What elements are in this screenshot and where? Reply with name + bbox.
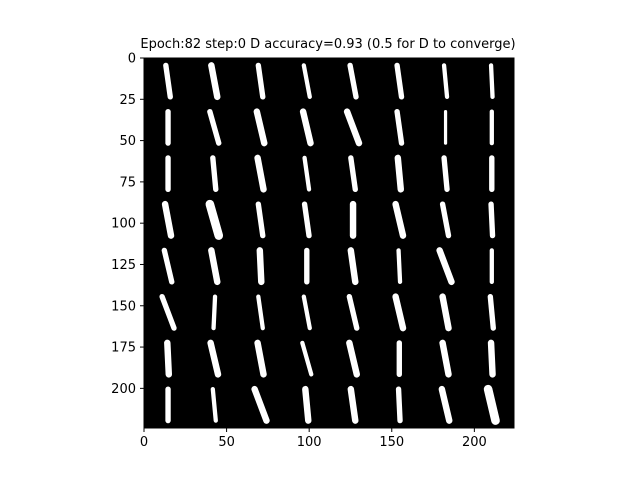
digit-sample — [392, 200, 407, 239]
digit-sample — [255, 201, 266, 239]
digit-sample — [207, 108, 222, 146]
x-tick-label: 200 — [462, 435, 487, 450]
digit-sample — [346, 293, 360, 331]
y-tick-label: 75 — [119, 175, 136, 190]
digit-sample — [348, 155, 358, 193]
digit-sample — [487, 339, 496, 378]
y-tick-label: 175 — [111, 341, 136, 356]
digit-sample — [395, 386, 403, 424]
x-tick-label: 100 — [297, 435, 322, 450]
digit-sample — [394, 108, 405, 146]
digit-sample — [394, 62, 405, 100]
y-tick-label: 50 — [119, 134, 136, 149]
digit-sample — [301, 294, 312, 331]
digit-sample — [161, 200, 175, 239]
digit-sample — [159, 293, 177, 331]
digit-grid-image — [144, 58, 514, 428]
digit-sample — [161, 247, 175, 285]
digit-sample — [253, 108, 268, 147]
digit-sample — [254, 154, 267, 193]
image-background — [144, 58, 514, 428]
y-tick-label: 100 — [111, 217, 136, 232]
digit-sample — [208, 62, 221, 101]
digit-sample — [300, 340, 314, 377]
digit-sample — [347, 62, 359, 100]
digit-sample — [302, 385, 312, 424]
digit-sample — [439, 201, 452, 239]
digit-sample — [488, 201, 496, 239]
y-tick-label: 25 — [119, 93, 136, 108]
digit-sample — [488, 63, 495, 99]
digit-sample — [392, 293, 407, 332]
figure-title: Epoch:82 step:0 D accuracy=0.93 (0.5 for… — [140, 37, 516, 52]
digit-sample — [207, 339, 222, 378]
digit-sample — [205, 199, 224, 240]
digit-sample — [254, 339, 267, 378]
digit-sample — [439, 293, 452, 332]
digit-sample — [483, 384, 500, 425]
digit-sample — [256, 294, 265, 331]
digit-sample — [347, 385, 359, 424]
digit-sample — [436, 247, 455, 286]
digit-sample — [487, 293, 496, 331]
digit-sample — [251, 385, 270, 424]
digit-sample — [210, 155, 219, 193]
digit-sample — [441, 63, 450, 99]
digit-sample — [208, 247, 221, 286]
y-axis: 0 25 50 75 100 125 150 175 200 — [111, 52, 144, 397]
digit-sample — [394, 154, 405, 193]
x-tick-label: 0 — [140, 435, 148, 450]
digit-sample — [439, 339, 452, 378]
digit-sample — [441, 155, 450, 193]
digit-sample — [164, 339, 173, 378]
digit-sample — [302, 155, 312, 192]
x-tick-label: 150 — [379, 435, 404, 450]
digit-sample — [255, 62, 266, 100]
digit-sample — [396, 248, 403, 284]
digit-sample — [343, 108, 363, 147]
y-tick-label: 150 — [111, 299, 136, 314]
digit-sample — [211, 294, 218, 331]
digit-sample — [163, 62, 173, 100]
digit-sample — [256, 247, 265, 286]
y-tick-label: 125 — [111, 258, 136, 273]
y-tick-label: 0 — [128, 52, 136, 67]
digit-sample — [301, 63, 312, 99]
digit-sample — [301, 201, 312, 239]
y-tick-label: 200 — [111, 382, 136, 397]
digit-sample — [299, 108, 314, 147]
digit-sample — [210, 387, 218, 423]
x-axis: 0 50 100 150 200 — [140, 428, 487, 450]
x-tick-label: 50 — [218, 435, 235, 450]
digit-sample — [347, 247, 359, 286]
digit-sample — [438, 385, 453, 424]
digit-sample — [346, 339, 360, 378]
axes-frame — [143, 57, 515, 429]
